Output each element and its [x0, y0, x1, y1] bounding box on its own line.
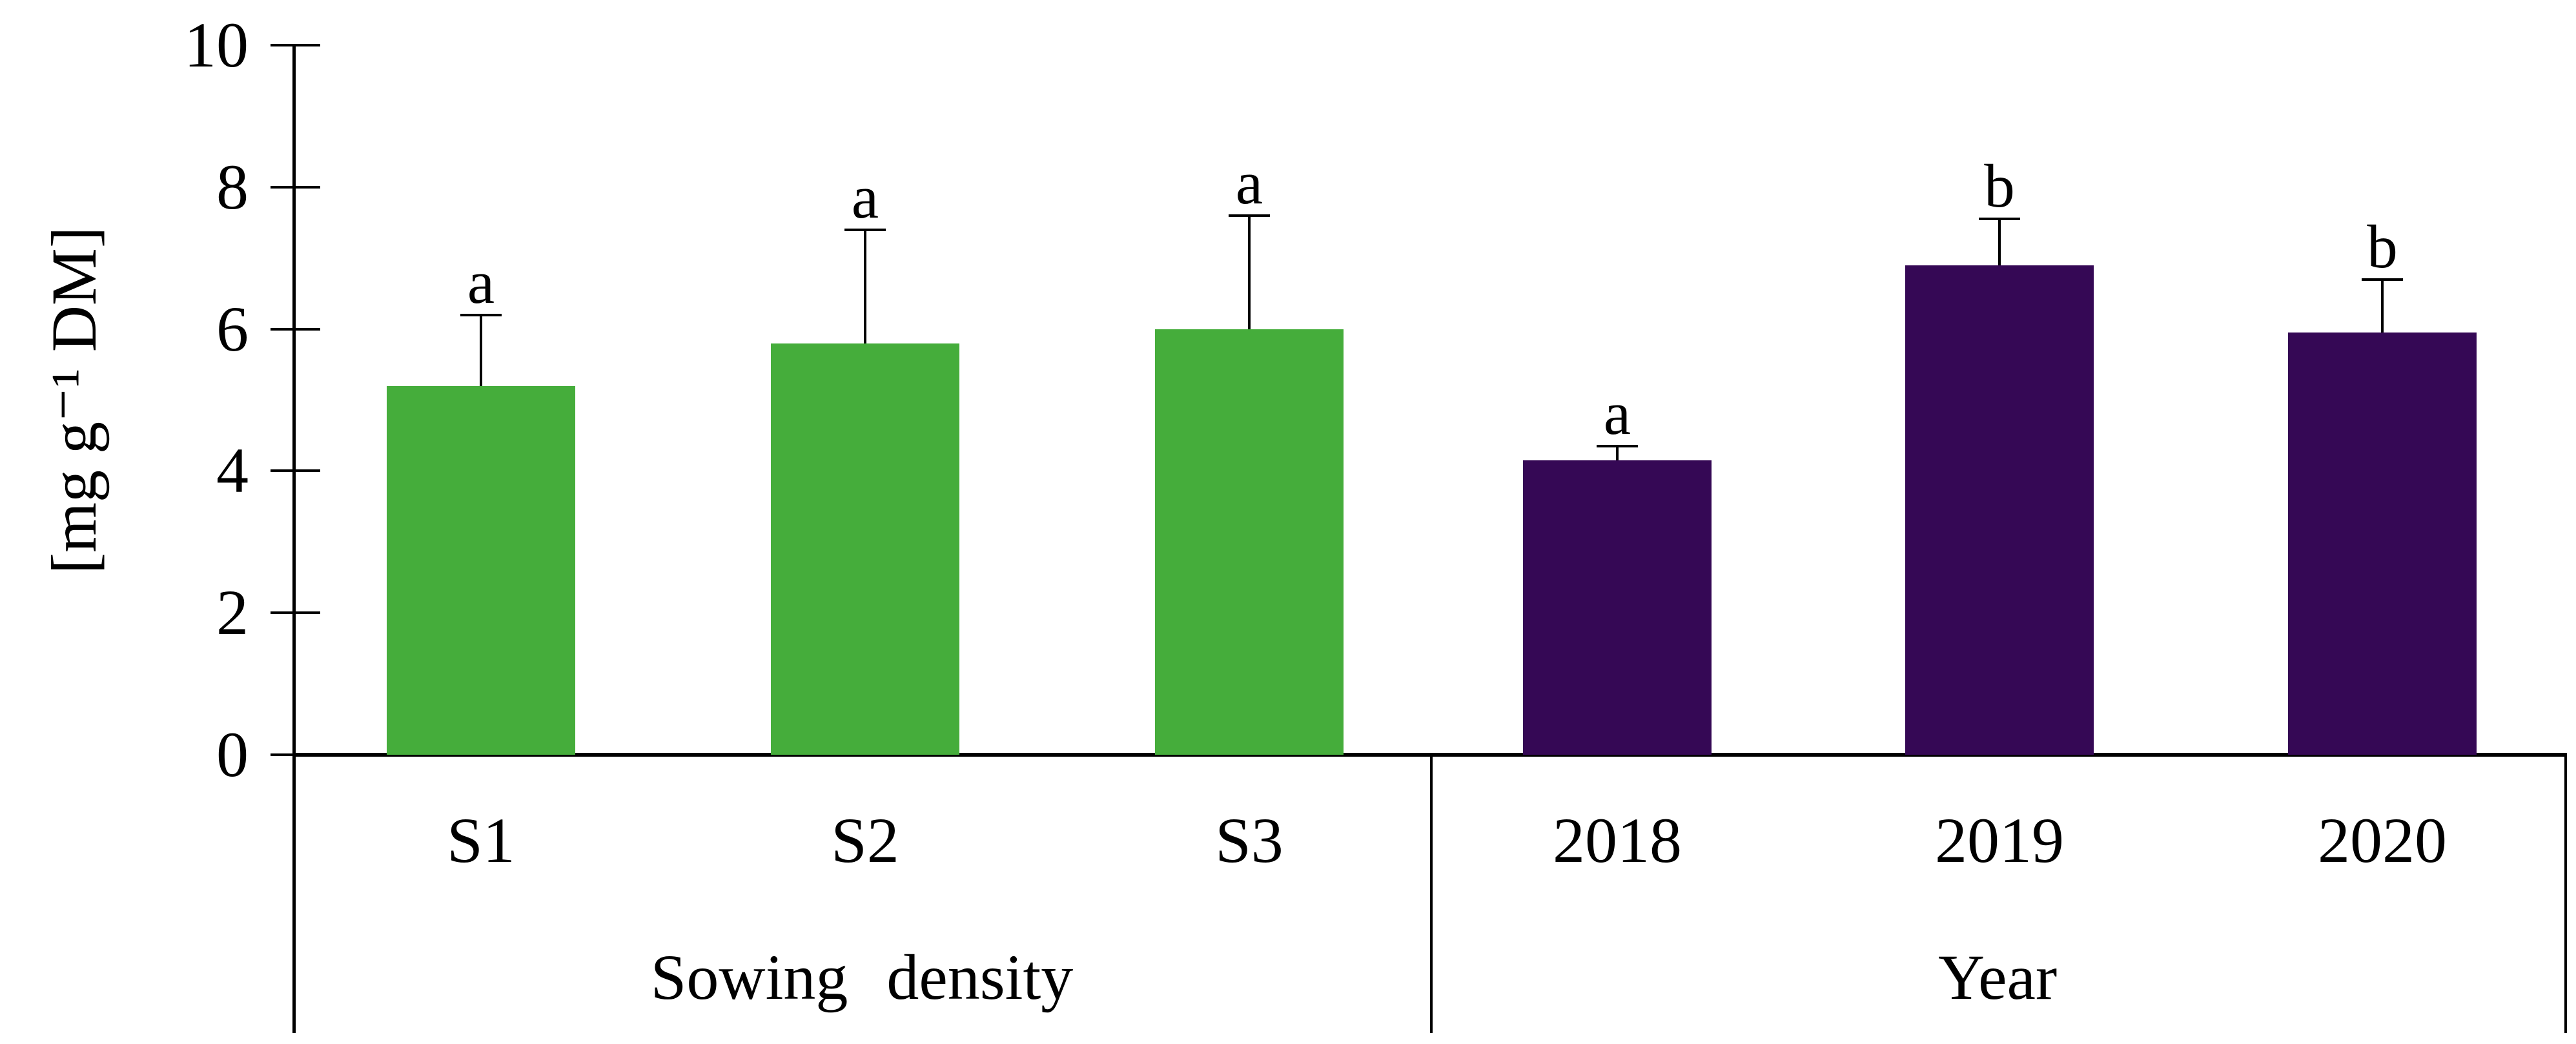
- y-tick-mark: [271, 327, 320, 331]
- error-bar-cap: [844, 228, 886, 231]
- bar-2018: [1523, 460, 1712, 755]
- error-bar-line: [864, 229, 866, 343]
- error-bar-cap: [1229, 214, 1270, 217]
- error-bar-cap: [1597, 444, 1638, 447]
- y-tick-label: 4: [216, 435, 249, 507]
- group-label: Year: [1937, 941, 2058, 1013]
- y-tick-mark: [271, 611, 320, 615]
- error-bar-line: [480, 314, 482, 386]
- error-bar-line: [2381, 279, 2384, 333]
- category-label: S1: [447, 804, 515, 876]
- category-label: S3: [1215, 804, 1283, 876]
- y-tick-mark: [271, 44, 320, 46]
- error-bar-line: [1998, 219, 2001, 265]
- error-bar-cap: [1979, 218, 2020, 221]
- bar-2020: [2288, 333, 2477, 755]
- category-label: 2020: [2318, 804, 2447, 876]
- sig-letter: a: [1603, 378, 1631, 447]
- category-label: 2019: [1935, 804, 2064, 876]
- y-tick-mark: [271, 469, 320, 473]
- bar-S1: [387, 385, 575, 755]
- right-border-line: [2564, 755, 2567, 1033]
- sig-letter: b: [1984, 152, 2015, 221]
- sig-letter: a: [1235, 148, 1263, 217]
- y-tick-mark: [271, 753, 320, 756]
- group-label: Sowing density: [650, 941, 1074, 1013]
- error-bar-line: [1616, 445, 1619, 460]
- error-bar-line: [1248, 215, 1251, 329]
- bar-S3: [1155, 329, 1344, 755]
- error-bar-cap: [460, 313, 502, 316]
- sig-letter: b: [2367, 212, 2398, 281]
- error-bar-cap: [2362, 278, 2403, 281]
- category-label: 2018: [1553, 804, 1682, 876]
- sig-letter: a: [467, 247, 495, 316]
- y-tick-label: 2: [216, 577, 249, 649]
- y-tick-label: 10: [184, 9, 249, 81]
- y-axis-label: [mg g⁻¹ DM]: [38, 226, 110, 575]
- bar-2019: [1905, 265, 2094, 755]
- y-axis-line: [292, 45, 296, 1033]
- sig-letter: a: [851, 162, 879, 231]
- y-tick-label: 8: [216, 150, 249, 223]
- bar-S2: [771, 343, 959, 755]
- y-tick-mark: [271, 185, 320, 189]
- category-label: S2: [831, 804, 899, 876]
- y-tick-label: 6: [216, 292, 249, 365]
- panel-divider-line: [1430, 755, 1433, 1033]
- y-tick-label: 0: [216, 719, 249, 790]
